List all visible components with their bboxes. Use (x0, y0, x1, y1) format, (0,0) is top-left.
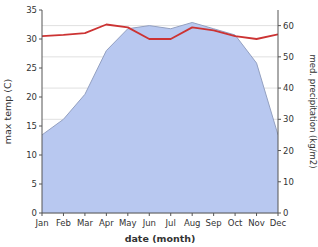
x-tick-label: Mar (77, 218, 94, 228)
y-tick (39, 39, 42, 40)
x-tick-label: Dec (270, 218, 287, 228)
y2-tick (278, 56, 281, 57)
y-tick (39, 10, 42, 11)
x-axis-line (42, 213, 278, 214)
y-axis-label: max temp (C) (2, 79, 13, 145)
x-tick (84, 213, 85, 216)
x-tick (127, 213, 128, 216)
x-tick-label: Nov (248, 218, 265, 228)
y2-tick (278, 119, 281, 120)
y2-tick-label: 10 (283, 177, 294, 187)
chart-container: JanFebMarAprMayJunJulAugSepOctNovDec0510… (0, 0, 318, 247)
y2-tick (278, 25, 281, 26)
x-tick-label: Feb (56, 218, 71, 228)
plot-area (42, 22, 278, 213)
x-tick-label: May (119, 218, 137, 228)
x-tick (192, 213, 193, 216)
y2-tick (278, 181, 281, 182)
y2-axis-line (278, 10, 279, 213)
y2-tick-label: 0 (283, 208, 288, 218)
x-tick (213, 213, 214, 216)
x-tick-label: Jul (165, 218, 176, 228)
y2-tick-label: 30 (283, 114, 294, 124)
area-outline (42, 22, 278, 134)
x-tick-label: Sep (206, 218, 222, 228)
y-tick-label: 15 (26, 121, 37, 131)
y-tick-label: 30 (26, 34, 37, 44)
y-tick-label: 5 (32, 179, 37, 189)
y-tick (39, 213, 42, 214)
y2-tick (278, 213, 281, 214)
y-tick-label: 0 (32, 208, 37, 218)
x-tick-label: Oct (228, 218, 243, 228)
x-tick-label: Apr (99, 218, 114, 228)
line (42, 25, 278, 40)
x-tick (256, 213, 257, 216)
grid-line (42, 25, 278, 26)
x-tick-label: Aug (184, 218, 201, 228)
y-tick-label: 20 (26, 92, 37, 102)
x-tick (149, 213, 150, 216)
y2-axis-label: med. precipitation (kg/m2) (308, 54, 318, 168)
x-tick (170, 213, 171, 216)
y-tick-label: 35 (26, 5, 37, 15)
y2-tick-label: 40 (283, 83, 294, 93)
y-tick (39, 126, 42, 127)
y-tick-label: 25 (26, 63, 37, 73)
y-tick-label: 10 (26, 150, 37, 160)
area (42, 22, 278, 213)
y2-tick-label: 20 (283, 146, 294, 156)
grid-line (42, 213, 278, 214)
axes (39, 10, 281, 216)
x-tick (63, 213, 64, 216)
y-tick (39, 97, 42, 98)
y-tick (39, 184, 42, 185)
y2-tick-label: 60 (283, 21, 294, 31)
y2-tick (278, 88, 281, 89)
y2-tick-label: 50 (283, 52, 294, 62)
x-tick-label: Jun (142, 218, 156, 228)
x-tick-label: Jan (34, 218, 48, 228)
x-axis-label: date (month) (125, 233, 196, 244)
chart: JanFebMarAprMayJunJulAugSepOctNovDec0510… (0, 0, 318, 247)
y-tick (39, 68, 42, 69)
y-axis-line (42, 10, 43, 213)
x-tick (106, 213, 107, 216)
y-tick (39, 155, 42, 156)
x-tick (235, 213, 236, 216)
y2-tick (278, 150, 281, 151)
